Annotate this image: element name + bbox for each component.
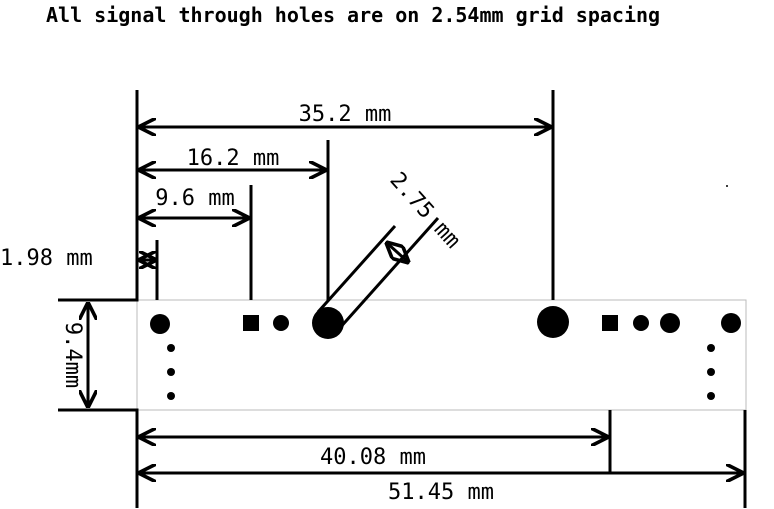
dim-label-35-2: 35.2 mm [299, 102, 392, 127]
board-outline [136, 299, 747, 411]
pad-round-right-1 [633, 315, 649, 331]
dim-line-2-75 [387, 243, 408, 262]
hole-small-left-2 [167, 368, 175, 376]
bottom-extension-line [58, 408, 139, 508]
dim-label-9-6: 9.6 mm [155, 186, 234, 211]
dim-label-9-4: 9.4mm [60, 322, 85, 388]
hole-small-right-3 [707, 392, 715, 400]
pad-round-right-2 [660, 313, 680, 333]
dim-label-16-2: 16.2 mm [187, 146, 280, 171]
hole-diameter-line-a [316, 224, 397, 314]
speck [726, 185, 728, 187]
dim-label-2-75: 2.75 mm [385, 168, 466, 254]
pad-round-left [273, 315, 289, 331]
mounting-hole-right [537, 306, 569, 338]
drawing-title: All signal through holes are on 2.54mm g… [46, 3, 660, 27]
pad-right-round [721, 313, 741, 333]
dim-label-51-45: 51.45 mm [388, 480, 494, 505]
hole-diameter-line-b [336, 217, 440, 331]
mounting-hole-left [312, 307, 344, 339]
hole-small-left-1 [167, 344, 175, 352]
top-extension-line [58, 90, 139, 302]
hole-small-right-1 [707, 344, 715, 352]
pad-left-round [150, 314, 170, 334]
hole-small-right-2 [707, 368, 715, 376]
dim-label-40-08: 40.08 mm [320, 445, 426, 470]
dim-label-1-98: 1.98 mm [0, 246, 93, 271]
pad-square-right [602, 315, 618, 331]
pad-square-left [243, 315, 259, 331]
hole-small-left-3 [167, 392, 175, 400]
